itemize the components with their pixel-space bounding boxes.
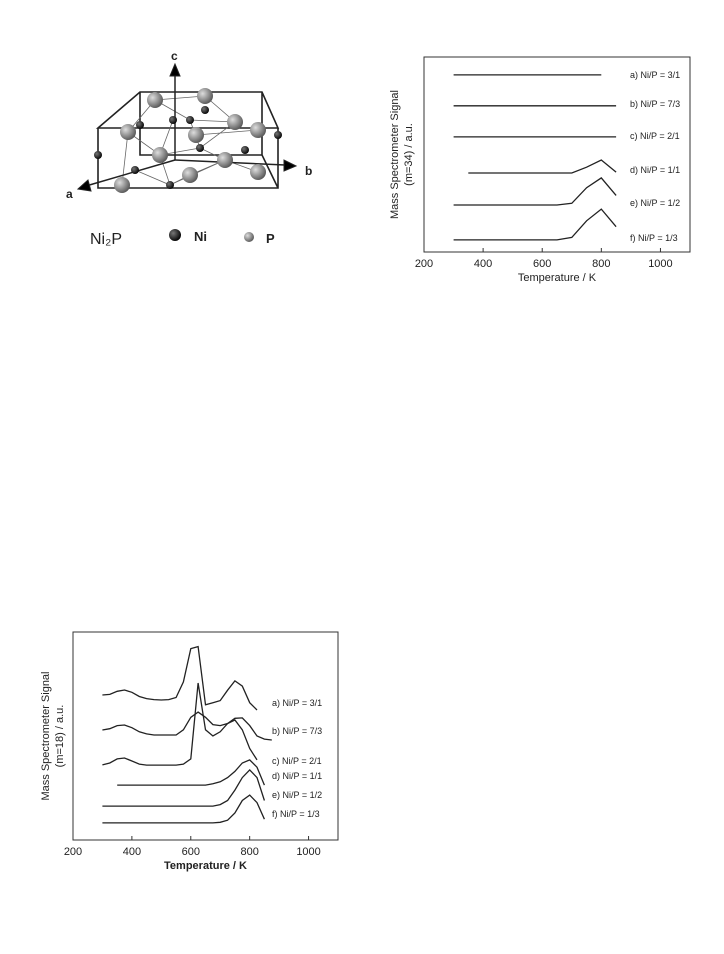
- series-line: [102, 794, 265, 824]
- series-label: d) Ni/P = 1/1: [630, 165, 680, 175]
- y-axis-label: Mass Spectrometer Signal: [40, 672, 52, 801]
- formula: Ni₂P: [90, 231, 122, 248]
- series-line: [102, 682, 258, 766]
- series-label: b) Ni/P = 7/3: [630, 99, 680, 109]
- x-tick-label: 600: [182, 846, 200, 858]
- series-label: b) Ni/P = 7/3: [272, 726, 322, 736]
- x-tick-label: 800: [240, 846, 258, 858]
- series-line: [468, 159, 617, 174]
- x-tick-label: 1000: [648, 258, 672, 270]
- x-axis-label: Temperature / K: [518, 272, 597, 284]
- plot-frame: [423, 56, 691, 253]
- series-label: e) Ni/P = 1/2: [272, 790, 322, 800]
- y-axis-label: (m=18) / a.u.: [54, 705, 66, 768]
- x-tick-label: 600: [533, 258, 551, 270]
- series-label: f) Ni/P = 1/3: [630, 233, 678, 243]
- legend-label: P: [266, 231, 275, 246]
- series-line: [453, 208, 617, 241]
- series-line: [102, 711, 272, 741]
- crystal-diagram: [76, 62, 298, 242]
- x-tick-label: 800: [592, 258, 610, 270]
- series-line: [117, 759, 266, 786]
- axis-label: c: [171, 49, 178, 63]
- x-tick-label: 200: [415, 258, 433, 270]
- series-label: c) Ni/P = 2/1: [630, 131, 680, 141]
- axis-label: b: [305, 164, 312, 178]
- series-label: c) Ni/P = 2/1: [272, 756, 322, 766]
- series-line: [102, 645, 258, 711]
- x-tick-label: 400: [474, 258, 492, 270]
- x-tick-label: 400: [123, 846, 141, 858]
- series-label: e) Ni/P = 1/2: [630, 198, 680, 208]
- y-axis-label: Mass Spectrometer Signal: [389, 90, 401, 219]
- series-label: d) Ni/P = 1/1: [272, 771, 322, 781]
- series-line: [453, 177, 617, 206]
- series-label: a) Ni/P = 3/1: [630, 70, 680, 80]
- x-axis-label: Temperature / K: [164, 860, 247, 872]
- x-tick-label: 200: [64, 846, 82, 858]
- axis-label: a: [66, 187, 73, 201]
- series-label: a) Ni/P = 3/1: [272, 698, 322, 708]
- legend-label: Ni: [194, 229, 207, 244]
- y-axis-label: (m=34) / a.u.: [403, 123, 415, 186]
- x-tick-label: 1000: [296, 846, 320, 858]
- series-label: f) Ni/P = 1/3: [272, 809, 320, 819]
- series-line: [102, 768, 266, 807]
- plot-frame: [72, 631, 339, 841]
